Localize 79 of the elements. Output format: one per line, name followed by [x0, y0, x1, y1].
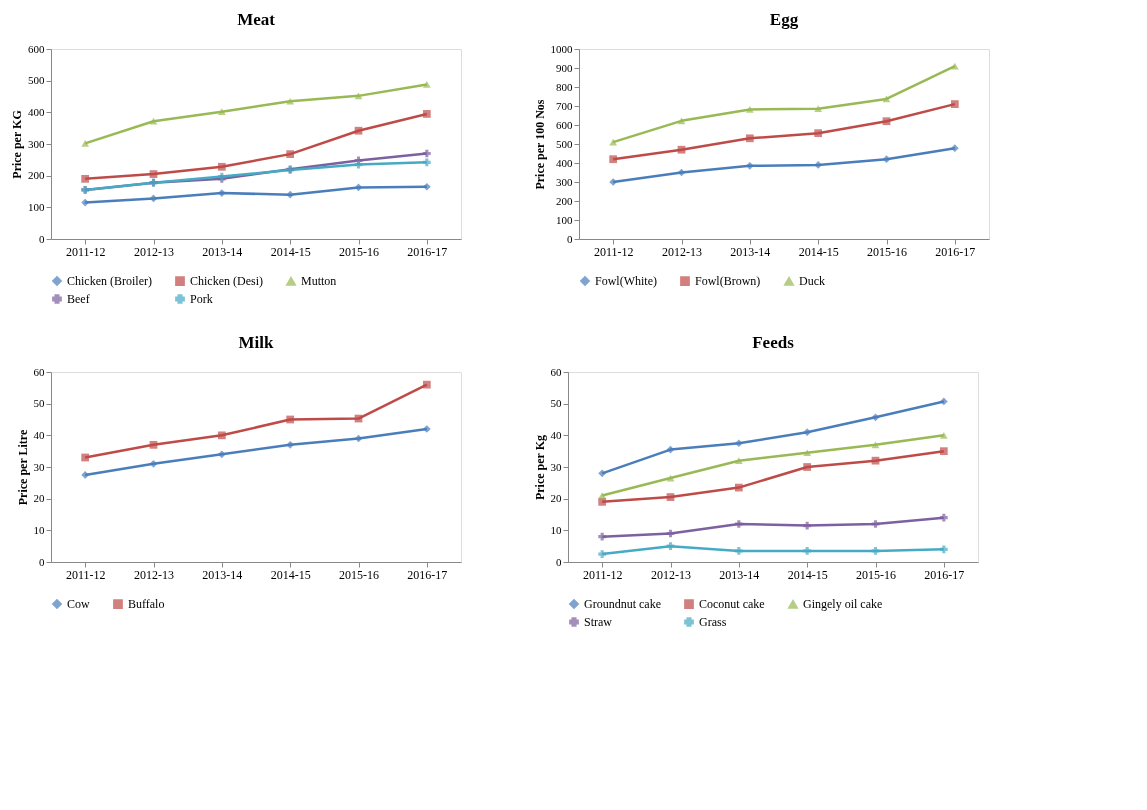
- y-tick-label: 600: [28, 42, 45, 55]
- x-tick-label: 2013-14: [730, 244, 771, 259]
- legend-label: Chicken (Broiler): [67, 274, 152, 289]
- chart-title: Feeds: [752, 333, 795, 352]
- x-tick-label: 2011-12: [65, 567, 106, 582]
- y-tick-label: 100: [556, 213, 573, 226]
- y-axis-title: Price per 100 Nos: [532, 99, 547, 190]
- x-tick-label: 2016-17: [407, 244, 448, 259]
- y-tick-label: 60: [33, 365, 45, 378]
- legend-label: Fowl(Brown): [695, 274, 761, 289]
- legend-label: Grass: [699, 615, 727, 629]
- y-axis-title: Price per Litre: [15, 429, 30, 506]
- y-tick-label: 40: [33, 428, 45, 441]
- y-tick-label: 500: [28, 74, 45, 87]
- legend-label: Fowl(White): [595, 274, 657, 289]
- y-tick-label: 400: [28, 105, 45, 118]
- y-tick-label: 800: [556, 80, 573, 93]
- x-tick-label: 2012-13: [662, 244, 702, 259]
- x-tick-label: 2014-15: [798, 244, 839, 259]
- y-tick-label: 500: [556, 137, 573, 150]
- legend-label: Duck: [799, 274, 825, 289]
- y-tick-label: 0: [567, 232, 573, 245]
- y-tick-label: 100: [28, 200, 45, 213]
- y-axis-title: Price per KG: [10, 110, 24, 179]
- x-tick-label: 2013-14: [202, 244, 243, 259]
- legend-label: Beef: [67, 292, 90, 306]
- x-tick-label: 2011-12: [582, 567, 623, 582]
- x-tick-label: 2012-13: [134, 567, 174, 582]
- y-tick-label: 40: [550, 428, 562, 441]
- y-tick-label: 50: [550, 397, 562, 410]
- y-tick-label: 0: [39, 232, 45, 245]
- x-tick-label: 2013-14: [719, 567, 760, 582]
- y-tick-label: 10: [33, 523, 45, 536]
- legend-label: Groundnut cake: [584, 597, 661, 612]
- y-tick-label: 0: [39, 555, 45, 568]
- legend-label: Gingely oil cake: [803, 597, 883, 612]
- x-tick-label: 2012-13: [651, 567, 691, 582]
- legend-label: Pork: [190, 292, 213, 306]
- x-tick-label: 2015-16: [867, 244, 907, 259]
- x-tick-label: 2012-13: [134, 244, 174, 259]
- legend-label: Coconut cake: [699, 597, 765, 612]
- chart-title: Egg: [769, 10, 799, 29]
- y-tick-label: 200: [556, 194, 573, 207]
- y-tick-label: 0: [556, 555, 562, 568]
- chart-title: Milk: [238, 333, 275, 352]
- x-tick-label: 2016-17: [935, 244, 976, 259]
- chart-title: Meat: [237, 10, 276, 29]
- x-tick-label: 2015-16: [339, 567, 379, 582]
- y-tick-label: 1000: [550, 42, 573, 55]
- legend-label: Buffalo: [128, 597, 165, 612]
- y-tick-label: 400: [556, 156, 573, 169]
- legend-label: Mutton: [301, 274, 337, 289]
- x-tick-label: 2016-17: [924, 567, 965, 582]
- x-tick-label: 2015-16: [339, 244, 379, 259]
- y-tick-label: 20: [550, 492, 562, 505]
- y-tick-label: 300: [556, 175, 573, 188]
- y-tick-label: 300: [28, 137, 45, 150]
- y-tick-label: 200: [28, 169, 45, 182]
- x-tick-label: 2014-15: [787, 567, 828, 582]
- legend-label: Cow: [67, 597, 90, 612]
- y-tick-label: 30: [550, 460, 562, 473]
- y-tick-label: 900: [556, 61, 573, 74]
- legend-label: Straw: [584, 615, 613, 629]
- x-tick-label: 2015-16: [856, 567, 896, 582]
- y-tick-label: 50: [33, 397, 45, 410]
- legend-label: Chicken (Desi): [190, 274, 263, 289]
- x-tick-label: 2014-15: [270, 244, 311, 259]
- y-tick-label: 600: [556, 118, 573, 131]
- x-tick-label: 2014-15: [270, 567, 311, 582]
- y-tick-label: 10: [550, 523, 562, 536]
- x-tick-label: 2011-12: [593, 244, 634, 259]
- y-tick-label: 30: [33, 460, 45, 473]
- x-tick-label: 2011-12: [65, 244, 106, 259]
- y-tick-label: 20: [33, 492, 45, 505]
- y-tick-label: 60: [550, 365, 562, 378]
- y-axis-title: Price per Kg: [532, 434, 547, 501]
- x-tick-label: 2013-14: [202, 567, 243, 582]
- y-tick-label: 700: [556, 99, 573, 112]
- x-tick-label: 2016-17: [407, 567, 448, 582]
